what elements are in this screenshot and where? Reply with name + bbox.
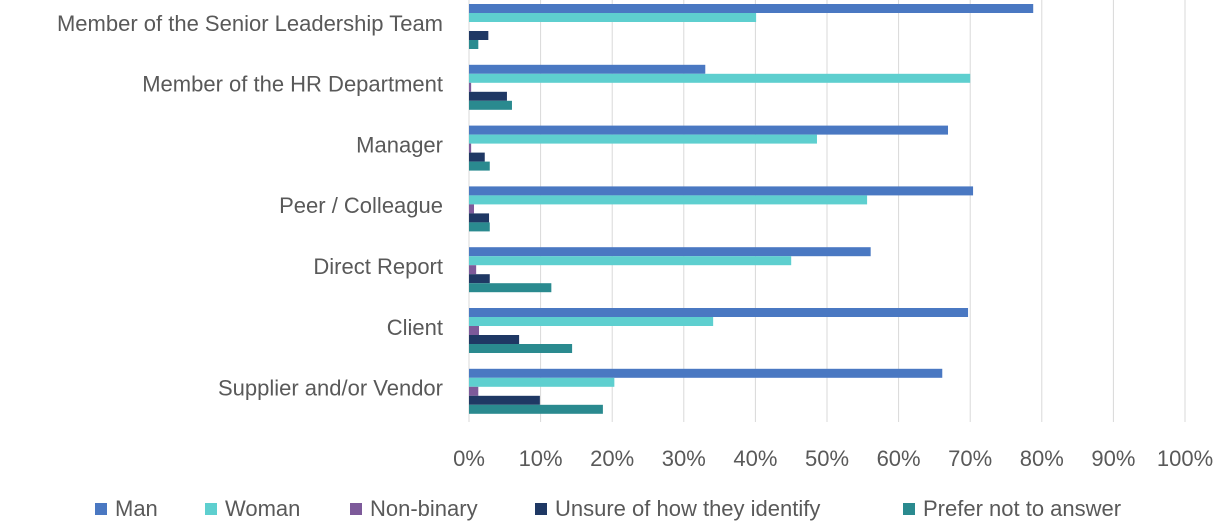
bar — [469, 134, 817, 144]
y-tick-label: Direct Report — [313, 254, 443, 279]
x-tick-label: 30% — [662, 446, 706, 471]
bar — [469, 317, 714, 326]
bar — [469, 91, 507, 101]
bar — [469, 308, 969, 317]
y-tick-label: Client — [387, 315, 443, 340]
legend-swatch — [205, 503, 217, 515]
bar — [469, 404, 603, 414]
legend-swatch — [903, 503, 915, 515]
y-tick-label: Manager — [356, 132, 443, 157]
y-tick-label: Member of the Senior Leadership Team — [57, 11, 443, 36]
legend-label: Woman — [225, 496, 300, 521]
bar — [469, 386, 479, 396]
y-tick-label: Peer / Colleague — [279, 193, 443, 218]
bar — [469, 274, 490, 284]
legend-label: Non-binary — [370, 496, 478, 521]
bar — [469, 265, 477, 275]
bar — [469, 344, 573, 353]
bar — [469, 335, 520, 344]
bar — [469, 256, 792, 266]
legend-swatch — [95, 503, 107, 515]
bar — [469, 73, 971, 83]
bar — [469, 247, 871, 257]
legend-label: Unsure of how they identify — [555, 496, 820, 521]
bar — [469, 395, 540, 405]
legend-swatch — [535, 503, 547, 515]
legend-label: Man — [115, 496, 158, 521]
bar — [469, 195, 868, 205]
bar — [469, 152, 485, 162]
bar — [469, 204, 475, 214]
bar — [469, 31, 489, 40]
x-tick-label: 80% — [1020, 446, 1064, 471]
bar — [469, 125, 949, 135]
y-tick-label: Supplier and/or Vendor — [218, 376, 443, 401]
bar — [469, 4, 1034, 13]
bar — [469, 13, 757, 22]
bar — [469, 100, 512, 110]
bar — [469, 222, 490, 232]
legend-swatch — [350, 503, 362, 515]
x-tick-label: 100% — [1157, 446, 1213, 471]
x-tick-label: 20% — [590, 446, 634, 471]
x-tick-label: 70% — [948, 446, 992, 471]
bar — [469, 186, 974, 196]
bar — [469, 283, 552, 293]
x-tick-label: 50% — [805, 446, 849, 471]
legend-label: Prefer not to answer — [923, 496, 1121, 521]
x-tick-label: 60% — [877, 446, 921, 471]
bar — [469, 368, 943, 378]
x-tick-label: 10% — [519, 446, 563, 471]
y-tick-label: Member of the HR Department — [142, 72, 443, 97]
bar — [469, 377, 615, 387]
x-tick-label: 40% — [733, 446, 777, 471]
bar — [469, 326, 480, 335]
bar — [469, 213, 490, 223]
bar — [469, 143, 472, 153]
bar — [469, 82, 472, 92]
bar — [469, 64, 706, 74]
x-tick-label: 90% — [1091, 446, 1135, 471]
x-tick-label: 0% — [453, 446, 485, 471]
bar — [469, 40, 479, 49]
bar — [469, 161, 490, 171]
